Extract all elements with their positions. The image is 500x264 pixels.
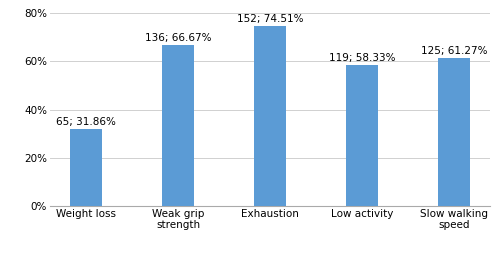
- Text: 152; 74.51%: 152; 74.51%: [237, 15, 303, 25]
- Bar: [70, 129, 102, 206]
- Bar: [438, 58, 470, 206]
- Text: 65; 31.86%: 65; 31.86%: [56, 117, 116, 127]
- Text: 125; 61.27%: 125; 61.27%: [420, 46, 487, 56]
- Text: 136; 66.67%: 136; 66.67%: [145, 33, 212, 43]
- Bar: [346, 65, 378, 206]
- Text: 119; 58.33%: 119; 58.33%: [328, 54, 395, 63]
- Bar: [254, 26, 286, 206]
- Bar: [162, 45, 194, 206]
